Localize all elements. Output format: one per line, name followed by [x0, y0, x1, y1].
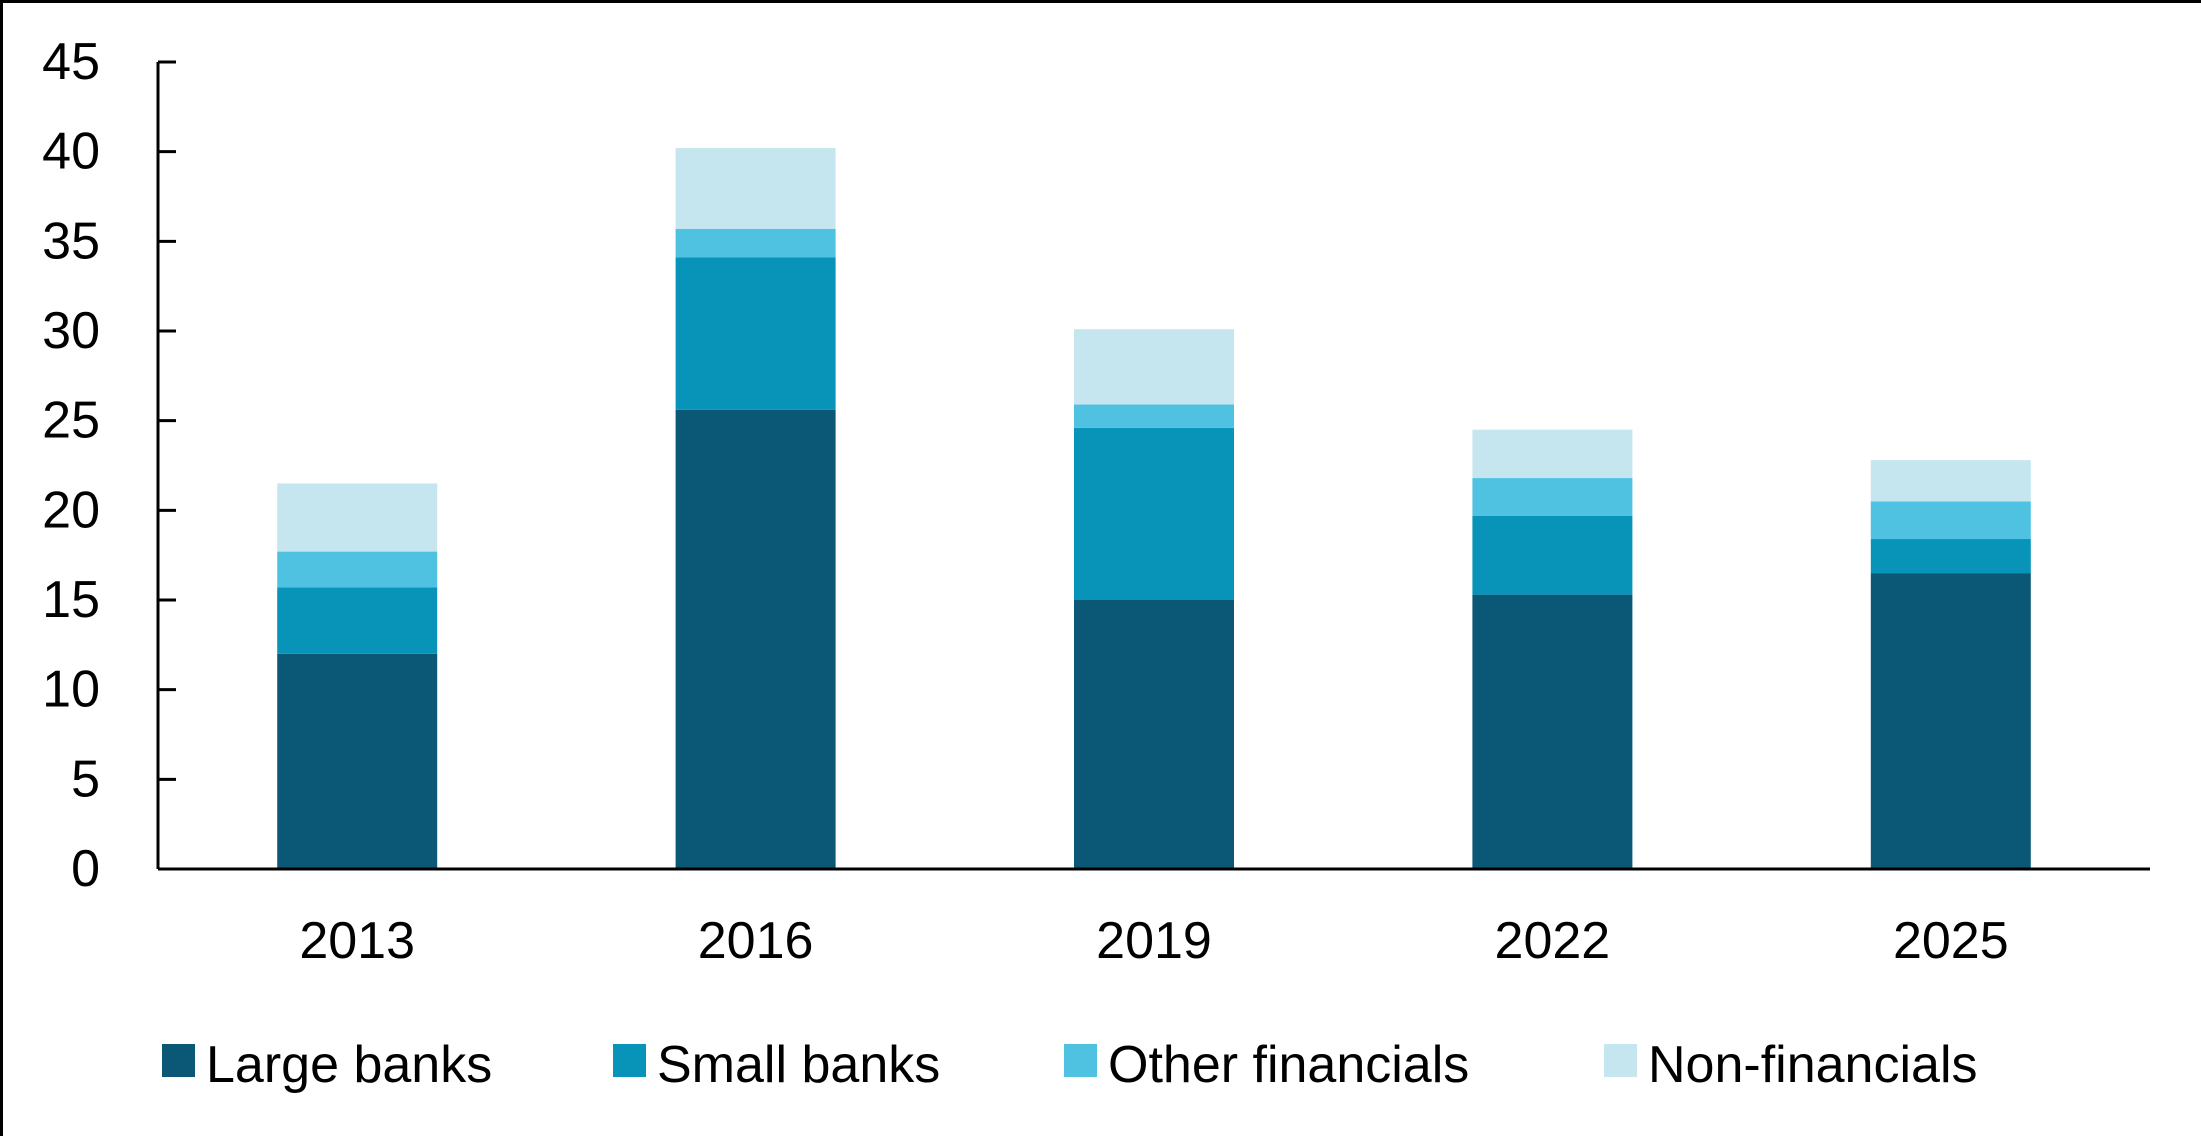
legend-label: Other financials	[1108, 1036, 1469, 1094]
bar-segment	[675, 257, 836, 410]
legend-marker	[613, 1044, 646, 1077]
bar-segment	[1074, 404, 1234, 428]
bar-segment	[1472, 429, 1633, 479]
x-axis-label: 2016	[698, 912, 814, 970]
y-tick-label: 0	[71, 840, 100, 898]
x-axis-label: 2013	[299, 912, 415, 970]
bar-segment	[675, 409, 836, 869]
bar-segment	[1870, 573, 2031, 869]
bar-segment	[277, 587, 438, 654]
legend-marker	[1064, 1044, 1097, 1077]
legend-marker	[1604, 1044, 1637, 1077]
bar-segment	[1870, 501, 2031, 540]
bar-segment	[675, 228, 836, 258]
x-axis-label: 2019	[1096, 912, 1212, 970]
y-tick-label: 15	[42, 571, 100, 629]
bar-segment	[1870, 460, 2031, 502]
y-tick-label: 40	[42, 123, 100, 181]
bar-segment	[1074, 600, 1234, 869]
bar-segment	[277, 483, 438, 552]
bar-segment	[277, 653, 438, 869]
y-tick-label: 10	[42, 661, 100, 719]
y-tick-label: 5	[71, 750, 100, 808]
x-axis-label: 2022	[1495, 912, 1611, 970]
y-tick-label: 35	[42, 212, 100, 270]
bar-segment	[1074, 329, 1234, 405]
legend-marker	[162, 1044, 195, 1077]
bar-segment	[1074, 427, 1234, 600]
bar-segment	[1870, 539, 2031, 574]
x-axis-label: 2025	[1893, 912, 2009, 970]
bar-segment	[1472, 478, 1633, 516]
y-tick-label: 30	[42, 302, 100, 360]
y-tick-label: 20	[42, 481, 100, 539]
bar-segment	[1472, 594, 1633, 869]
legend-label: Non-financials	[1648, 1036, 1978, 1094]
legend-label: Small banks	[657, 1036, 940, 1094]
bar-segment	[277, 551, 438, 588]
y-tick-label: 45	[42, 33, 100, 91]
legend-label: Large banks	[206, 1036, 492, 1094]
y-tick-label: 25	[42, 392, 100, 450]
bar-segment	[1472, 515, 1633, 595]
bar-segment	[675, 148, 836, 229]
